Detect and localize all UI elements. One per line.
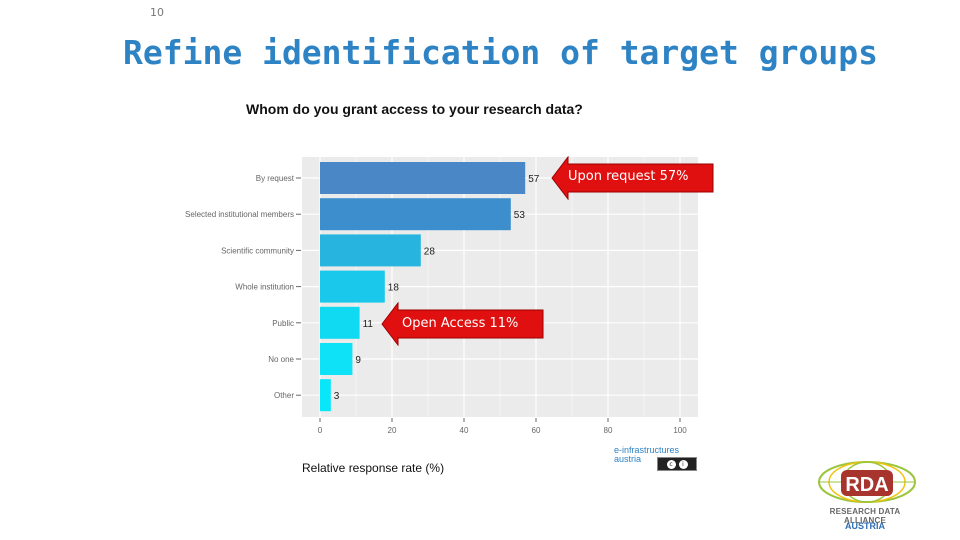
bar xyxy=(320,379,331,412)
rda-logo: RDA xyxy=(818,461,916,503)
bar xyxy=(320,162,526,194)
bar-value-label: 57 xyxy=(528,174,540,185)
bar xyxy=(320,343,353,375)
rda-tagline: RESEARCH DATA ALLIANCE xyxy=(829,507,901,525)
bar-value-label: 9 xyxy=(355,355,361,366)
y-tick-label: Whole institution xyxy=(235,283,294,292)
bar xyxy=(320,270,385,303)
bar-value-label: 18 xyxy=(388,283,400,294)
e-infrastructures-credit: e-infrastructures austria xyxy=(614,446,704,464)
x-tick-label: 40 xyxy=(460,426,469,435)
callout-upon-request-label: Upon request 57% xyxy=(568,169,689,184)
x-tick-label: 0 xyxy=(318,426,323,435)
x-tick-label: 80 xyxy=(604,426,613,435)
callout-upon-request: Upon request 57% xyxy=(550,155,715,201)
y-tick-label: By request xyxy=(256,174,295,183)
by-icon: i xyxy=(678,459,688,469)
callout-arrow-shape xyxy=(551,155,714,201)
bar-value-label: 11 xyxy=(363,319,374,330)
bar-value-label: 3 xyxy=(334,391,340,402)
bar xyxy=(320,234,421,267)
chart-title: Whom do you grant access to your researc… xyxy=(246,101,583,117)
rda-country: AUSTRIA xyxy=(845,521,885,531)
y-tick-label: Public xyxy=(272,319,294,328)
slide-title: Refine identification of target groups xyxy=(123,33,878,72)
slide-number: 10 xyxy=(150,6,164,19)
credit-line-2: austria xyxy=(614,454,642,464)
bar xyxy=(320,306,360,339)
credit-line-1: e-infrastructures xyxy=(614,445,680,455)
callout-open-access: Open Access 11% xyxy=(380,301,545,347)
x-tick-label: 20 xyxy=(388,426,397,435)
bars xyxy=(320,162,526,412)
y-tick-labels: By request Selected institutional members… xyxy=(185,174,301,400)
cc-license-icon: c i xyxy=(657,457,697,471)
cc-icon: c xyxy=(666,459,676,469)
y-tick-label: No one xyxy=(268,355,294,364)
data-labels: 57 53 28 18 11 9 3 xyxy=(334,174,540,402)
bar-value-label: 53 xyxy=(514,210,526,221)
x-tick-label: 60 xyxy=(532,426,541,435)
bar xyxy=(320,198,511,231)
x-tick-labels: 0 20 40 60 80 100 xyxy=(318,418,687,435)
y-tick-label: Other xyxy=(274,391,294,400)
rda-letters: RDA xyxy=(845,474,888,496)
bar-value-label: 28 xyxy=(424,246,436,257)
callout-arrow-shape xyxy=(381,301,544,347)
x-tick-label: 100 xyxy=(673,426,687,435)
y-tick-label: Selected institutional members xyxy=(185,210,294,219)
callout-open-access-label: Open Access 11% xyxy=(402,316,519,331)
y-tick-label: Scientific community xyxy=(221,246,294,255)
x-axis-label: Relative response rate (%) xyxy=(302,461,445,475)
